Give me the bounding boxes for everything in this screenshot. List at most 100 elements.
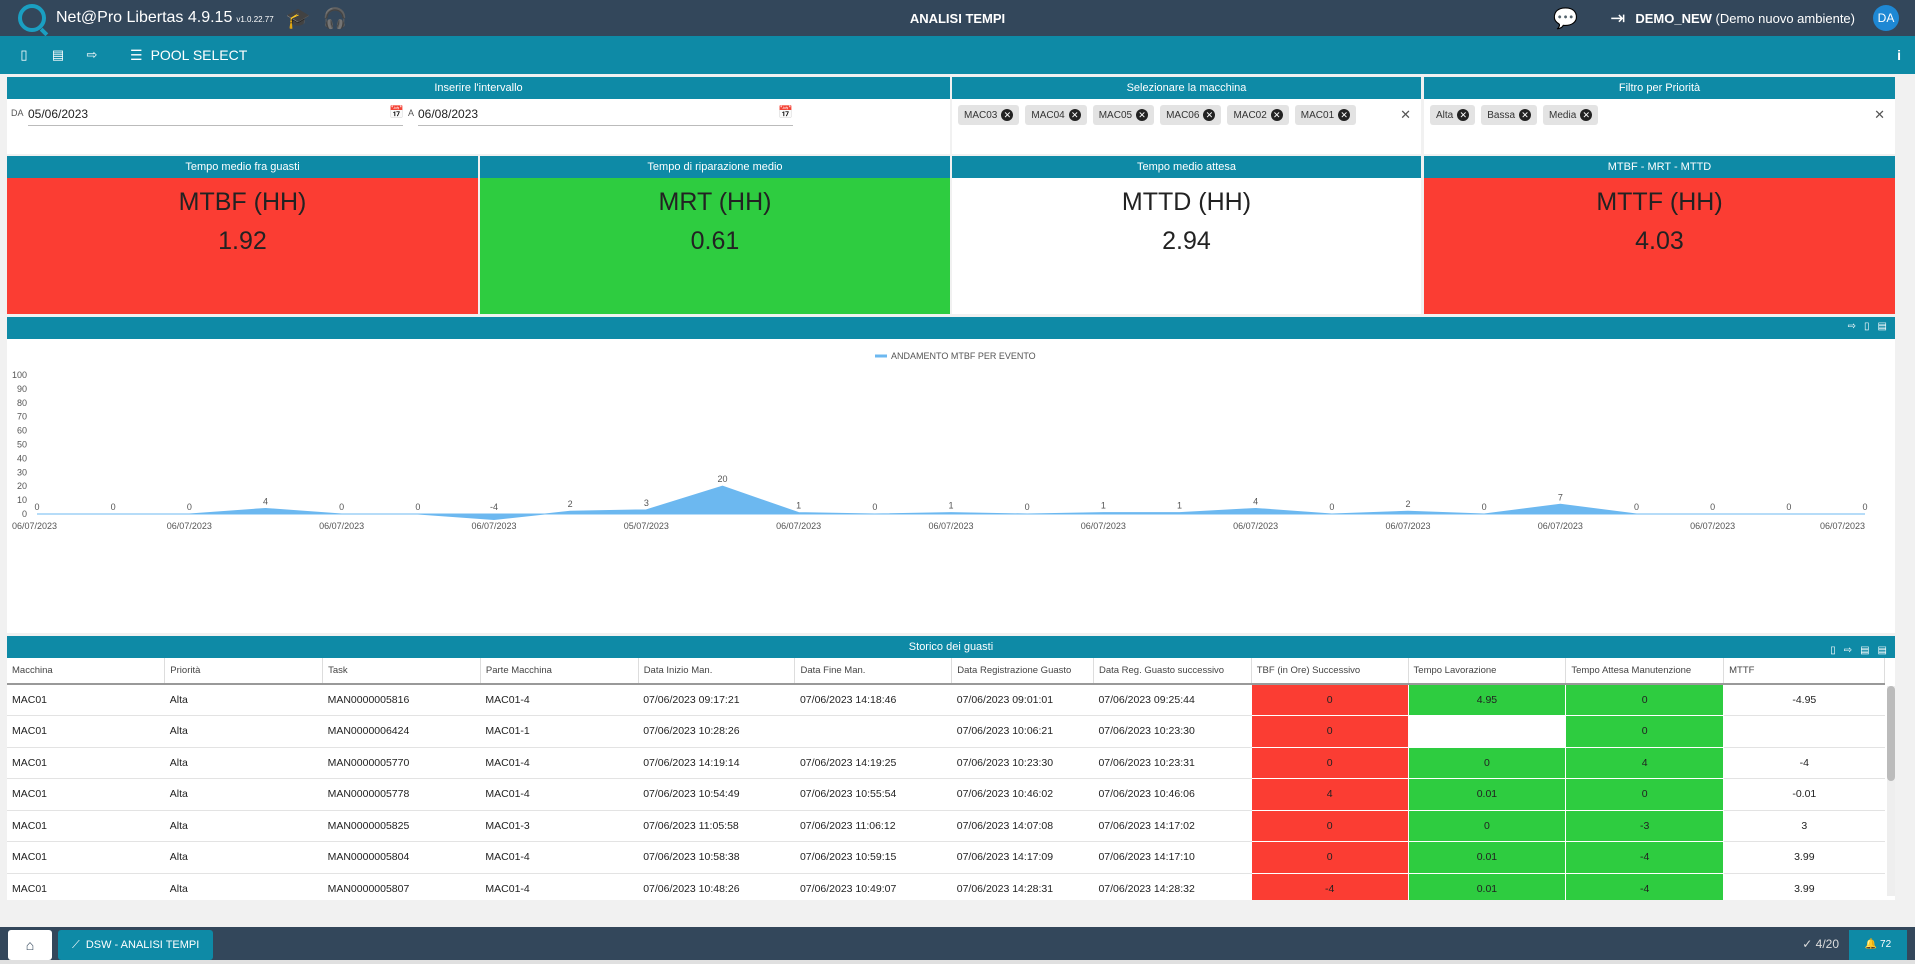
column-header[interactable]: Data Registrazione Guasto: [951, 658, 1094, 685]
column-header[interactable]: Data Reg. Guasto successivo: [1093, 658, 1252, 685]
table-row[interactable]: MAC01 Alta MAN0000005807 MAC01-4 07/06/2023 …: [7, 872, 1885, 900]
priority-chip[interactable]: Media ✕: [1543, 105, 1599, 125]
table-cell: 07/06/2023 14:28:31: [951, 873, 1094, 900]
column-header[interactable]: MTTF: [1723, 658, 1885, 685]
priority-chip[interactable]: Bassa ✕: [1481, 105, 1538, 125]
table-cell: 0: [1407, 809, 1567, 842]
calendar-icon[interactable]: 📅: [389, 105, 404, 119]
page-bottom-strip: [0, 960, 1915, 964]
table-row[interactable]: MAC01 Alta MAN0000005770 MAC01-4 07/06/2023 …: [7, 746, 1885, 779]
from-date-input[interactable]: 05/06/2023: [28, 107, 403, 126]
file-icon[interactable]: ▯: [20, 47, 28, 62]
remove-icon[interactable]: ✕: [1338, 109, 1351, 121]
table-cell: 07/06/2023 11:05:58: [638, 810, 795, 842]
table-cell: MAN0000006424: [322, 715, 481, 748]
to-date-input[interactable]: 06/08/2023: [418, 107, 793, 126]
machine-chip[interactable]: MAC05 ✕: [1092, 105, 1155, 125]
table-row[interactable]: MAC01 Alta MAN0000005825 MAC01-3 07/06/2023 …: [7, 809, 1885, 842]
column-header[interactable]: Task: [322, 658, 481, 685]
app-logo-icon[interactable]: [18, 4, 46, 32]
machine-chip[interactable]: MAC01 ✕: [1294, 105, 1357, 125]
priority-chip[interactable]: Alta ✕: [1430, 105, 1476, 125]
x-tick-label: 06/07/2023: [776, 521, 821, 531]
data-label: 2: [1405, 499, 1410, 509]
table-cell: -4: [1723, 747, 1885, 779]
file-export-icon[interactable]: ⇨: [1847, 321, 1857, 332]
remove-icon[interactable]: ✕: [1203, 109, 1216, 121]
table-cell: 07/06/2023 14:17:02: [1093, 810, 1252, 842]
table-cell: MAC01: [7, 747, 165, 779]
clear-icon[interactable]: ✕: [1400, 107, 1411, 122]
machine-chip[interactable]: MAC06 ✕: [1160, 105, 1222, 125]
remove-icon[interactable]: ✕: [1580, 109, 1593, 121]
table-cell: Alta: [164, 873, 323, 900]
column-header[interactable]: TBF (in Ore) Successivo: [1251, 658, 1409, 685]
column-header[interactable]: Tempo Attesa Manutenzione: [1565, 658, 1725, 685]
machine-select[interactable]: MAC03 ✕ MAC04 ✕ MAC05 ✕ MAC06 ✕ MAC02 ✕ MAC01…: [952, 99, 1421, 131]
clear-icon[interactable]: ✕: [1874, 107, 1885, 122]
table-cell: MAN0000005778: [322, 778, 481, 811]
scrollbar-thumb[interactable]: [1887, 686, 1895, 781]
table-cell: 07/06/2023 10:54:49: [638, 778, 795, 811]
remove-icon[interactable]: ✕: [1068, 109, 1081, 121]
remove-icon[interactable]: ✕: [1001, 109, 1014, 121]
data-label: 0: [1634, 502, 1639, 512]
mtbf-area-chart: ANDAMENTO MTBF PER EVENTO010203040506070…: [12, 351, 1868, 531]
machine-chip[interactable]: MAC03 ✕: [958, 105, 1020, 125]
list-icon: ☰: [130, 46, 143, 63]
data-label: 0: [187, 502, 192, 512]
logout-icon[interactable]: ⇥: [1610, 7, 1626, 28]
column-header[interactable]: Parte Macchina: [480, 658, 639, 685]
document-icon[interactable]: ▤: [1877, 321, 1887, 332]
graduation-cap-icon[interactable]: 🎓: [285, 7, 311, 30]
table-row[interactable]: MAC01 Alta MAN0000005804 MAC01-4 07/06/2023 …: [7, 841, 1885, 874]
table-row[interactable]: MAC01 Alta MAN0000005816 MAC01-4 07/06/2023 …: [7, 683, 1885, 716]
column-header[interactable]: Macchina: [7, 658, 166, 685]
kpi-value: 0.61: [690, 227, 740, 255]
notifications-button[interactable]: 🔔 72: [1849, 930, 1907, 960]
column-header[interactable]: Priorità: [164, 658, 324, 685]
table-cell: MAC01-4: [480, 841, 639, 874]
top-bar: Net@Pro Libertas 4.9.15 v1.0.22.77 🎓 🎧 AN…: [0, 0, 1915, 36]
pool-select-button[interactable]: ☰ POOL SELECT: [130, 47, 247, 64]
document-icon[interactable]: ▤: [51, 47, 65, 62]
home-button[interactable]: ⌂: [8, 930, 52, 960]
data-label: 0: [1329, 502, 1334, 512]
document-icon[interactable]: ▤: [1860, 645, 1870, 656]
remove-icon[interactable]: ✕: [1136, 109, 1149, 121]
column-header[interactable]: Data Inizio Man.: [638, 658, 796, 685]
data-label: 0: [415, 502, 420, 512]
table-row[interactable]: MAC01 Alta MAN0000005778 MAC01-4 07/06/2023 …: [7, 778, 1885, 811]
file-export-icon[interactable]: ⇨: [1843, 645, 1853, 656]
priority-select[interactable]: Alta ✕ Bassa ✕ Media ✕ ✕: [1424, 99, 1895, 131]
table-scrollbar[interactable]: [1887, 686, 1895, 896]
calendar-icon[interactable]: 📅: [778, 105, 793, 119]
headset-icon[interactable]: 🎧: [322, 7, 348, 30]
file-export-icon[interactable]: ⇨: [86, 47, 98, 62]
data-label: 2: [568, 499, 573, 509]
remove-icon[interactable]: ✕: [1519, 109, 1532, 121]
column-header[interactable]: Tempo Lavorazione: [1408, 658, 1567, 685]
info-icon[interactable]: i: [1897, 47, 1901, 63]
machine-chip[interactable]: MAC02 ✕: [1227, 105, 1289, 125]
kpi-name: MTBF (HH): [178, 188, 307, 216]
column-header[interactable]: Data Fine Man.: [794, 658, 953, 685]
table-cell: Alta: [164, 841, 323, 874]
machine-chip[interactable]: MAC04 ✕: [1025, 105, 1087, 125]
table-cell: 07/06/2023 10:23:30: [951, 747, 1094, 779]
table-row[interactable]: MAC01 Alta MAN0000006424 MAC01-1 07/06/2023 …: [7, 715, 1885, 748]
chat-icon[interactable]: 💬: [1553, 7, 1579, 30]
history-panel: Storico dei guasti ▯ ⇨ ▤ ▤ Macchina Prior…: [7, 636, 1895, 900]
y-tick-label: 20: [17, 481, 27, 491]
document-icon[interactable]: ▤: [1877, 645, 1887, 656]
table-cell: 3.99: [1723, 841, 1885, 874]
tab-analisi-tempi[interactable]: ⟋ DSW - ANALISI TEMPI: [58, 930, 214, 960]
kpi-value: 4.03: [1635, 227, 1684, 255]
avatar[interactable]: DA: [1873, 5, 1899, 31]
remove-icon[interactable]: ✕: [1270, 109, 1283, 121]
data-label: 4: [263, 496, 268, 506]
file-icon[interactable]: ▯: [1830, 645, 1836, 656]
remove-icon[interactable]: ✕: [1457, 109, 1470, 121]
table-cell: 0: [1407, 746, 1567, 779]
file-icon[interactable]: ▯: [1864, 321, 1870, 332]
